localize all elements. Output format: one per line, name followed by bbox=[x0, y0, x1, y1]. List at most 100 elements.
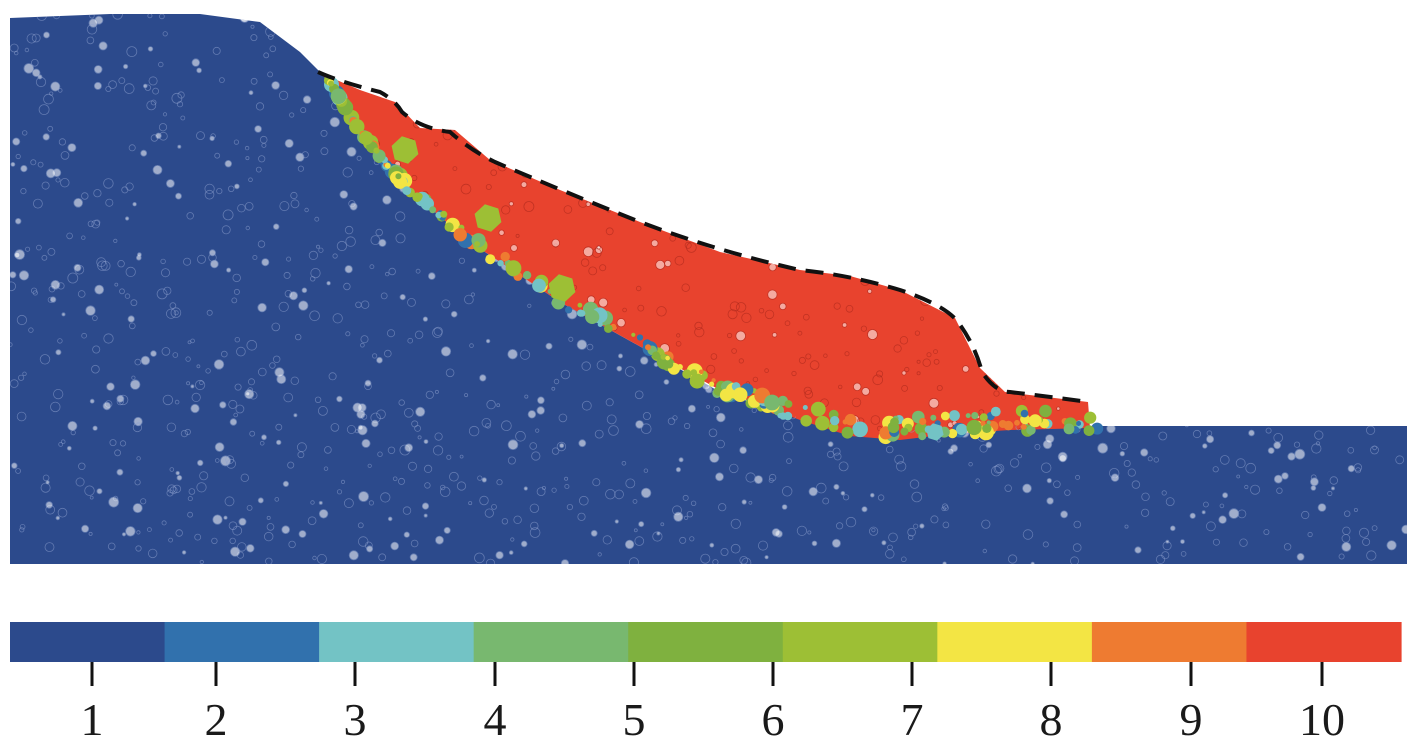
particle bbox=[323, 466, 329, 471]
particle bbox=[933, 358, 940, 365]
particle bbox=[1040, 462, 1052, 473]
particle bbox=[314, 216, 320, 222]
particle bbox=[1180, 243, 1189, 252]
particle bbox=[852, 163, 857, 168]
particle bbox=[288, 291, 298, 301]
particle bbox=[150, 350, 157, 357]
particle bbox=[987, 118, 998, 129]
particle bbox=[376, 356, 383, 364]
particle bbox=[233, 139, 239, 145]
particle bbox=[948, 110, 954, 116]
particle bbox=[1017, 242, 1027, 252]
particle bbox=[1206, 521, 1216, 532]
particle bbox=[793, 149, 801, 156]
particle bbox=[177, 91, 185, 99]
particle bbox=[487, 144, 498, 155]
particle bbox=[768, 473, 777, 482]
particle bbox=[622, 307, 627, 313]
particle bbox=[739, 125, 745, 131]
particle bbox=[584, 74, 594, 84]
transition-particle bbox=[330, 88, 347, 105]
particle bbox=[370, 235, 381, 246]
particle bbox=[30, 58, 39, 67]
particle bbox=[423, 439, 429, 445]
particle bbox=[1119, 451, 1125, 457]
particle bbox=[640, 88, 648, 96]
particle bbox=[610, 94, 620, 104]
particle bbox=[559, 443, 565, 449]
particle bbox=[580, 258, 590, 267]
particle bbox=[247, 387, 254, 393]
particle bbox=[418, 116, 424, 122]
particle bbox=[1257, 312, 1267, 322]
particle bbox=[166, 422, 177, 433]
particle bbox=[1040, 64, 1049, 73]
particle bbox=[996, 260, 1002, 266]
particle bbox=[67, 420, 78, 431]
transition-particle bbox=[900, 427, 909, 436]
particle bbox=[793, 179, 801, 187]
particle bbox=[1136, 298, 1144, 306]
particle bbox=[944, 278, 953, 287]
particle bbox=[287, 461, 295, 469]
particle bbox=[1206, 88, 1215, 97]
particle bbox=[1020, 135, 1031, 146]
transition-particle bbox=[764, 394, 780, 411]
particle bbox=[1355, 298, 1365, 308]
particle bbox=[281, 525, 291, 534]
particle bbox=[1312, 389, 1321, 398]
particle bbox=[501, 420, 512, 432]
particle bbox=[1058, 160, 1069, 171]
particle bbox=[560, 48, 571, 59]
transition-particle bbox=[990, 406, 1001, 417]
particle bbox=[778, 42, 785, 48]
particle bbox=[1121, 212, 1128, 219]
particle bbox=[1231, 358, 1243, 369]
particle bbox=[435, 535, 444, 545]
particle bbox=[345, 331, 351, 337]
transition-particle bbox=[474, 204, 502, 232]
particle bbox=[1321, 410, 1332, 421]
particle bbox=[443, 526, 451, 534]
particle bbox=[536, 130, 546, 140]
particle bbox=[1354, 139, 1360, 144]
particle bbox=[1161, 490, 1167, 496]
particle bbox=[258, 155, 266, 163]
transition-particle bbox=[971, 412, 979, 420]
particle bbox=[1053, 480, 1061, 489]
particle bbox=[750, 196, 757, 203]
particle bbox=[38, 104, 50, 115]
particle bbox=[735, 38, 743, 46]
particle bbox=[1124, 184, 1134, 193]
particle bbox=[169, 467, 175, 472]
particle bbox=[1362, 365, 1370, 374]
particle bbox=[951, 254, 958, 261]
particle bbox=[1245, 418, 1253, 426]
particle bbox=[1233, 368, 1238, 373]
particle bbox=[1001, 224, 1009, 231]
particle bbox=[622, 115, 630, 123]
particle bbox=[821, 220, 828, 228]
particle bbox=[579, 92, 590, 103]
particle bbox=[94, 284, 105, 295]
particle bbox=[1284, 167, 1295, 178]
particle bbox=[1030, 372, 1036, 378]
particle bbox=[1031, 344, 1043, 355]
particle bbox=[1264, 62, 1273, 71]
particle bbox=[632, 498, 638, 504]
particle bbox=[739, 446, 747, 455]
transition-particle bbox=[440, 210, 448, 218]
particle bbox=[900, 556, 907, 563]
particle bbox=[176, 101, 184, 108]
particle bbox=[390, 541, 400, 551]
particle bbox=[842, 494, 850, 501]
particle bbox=[289, 112, 295, 118]
particle bbox=[1251, 291, 1257, 297]
particle bbox=[1329, 476, 1338, 485]
particle bbox=[593, 131, 601, 140]
particle bbox=[962, 69, 968, 75]
particle bbox=[1297, 228, 1306, 237]
particle bbox=[264, 531, 274, 542]
particle bbox=[870, 415, 881, 425]
particle bbox=[648, 48, 658, 57]
